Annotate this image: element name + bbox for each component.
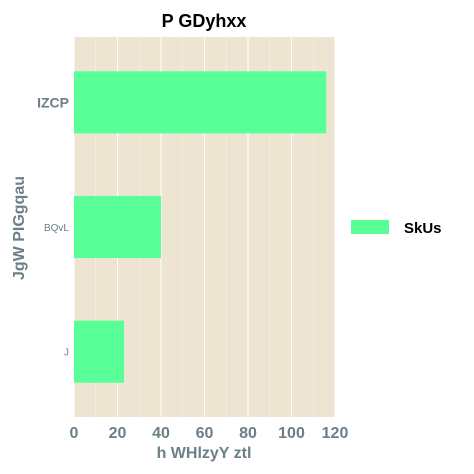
legend: SkUs [351,220,442,237]
y-tick-label: BQvL [44,223,69,234]
x-tick-label: 120 [322,425,349,442]
x-tick-label: 100 [278,425,305,442]
legend-label: SkUs [404,220,442,237]
x-tick-labels: 0 20 40 60 80 100 120 [70,425,349,442]
bar-j [74,320,125,383]
y-tick-label: J [64,348,69,359]
chart-title: P GDyhxx [162,11,247,31]
y-tick-label: IZCP [37,94,69,110]
y-axis-label: JgW PIGgqau [11,176,28,280]
bar-izcp [74,71,327,134]
x-tick-label: 20 [109,425,127,442]
x-axis-label: h WHlzyY ztl [157,445,252,462]
x-tick-label: 80 [239,425,257,442]
bar-bqvl [74,195,161,259]
bars-group [74,71,327,383]
x-tick-label: 40 [152,425,170,442]
x-tick-label: 0 [70,425,79,442]
legend-swatch [351,220,389,234]
x-tick-label: 60 [196,425,214,442]
y-tick-labels: IZCP BQvL J [37,94,69,358]
